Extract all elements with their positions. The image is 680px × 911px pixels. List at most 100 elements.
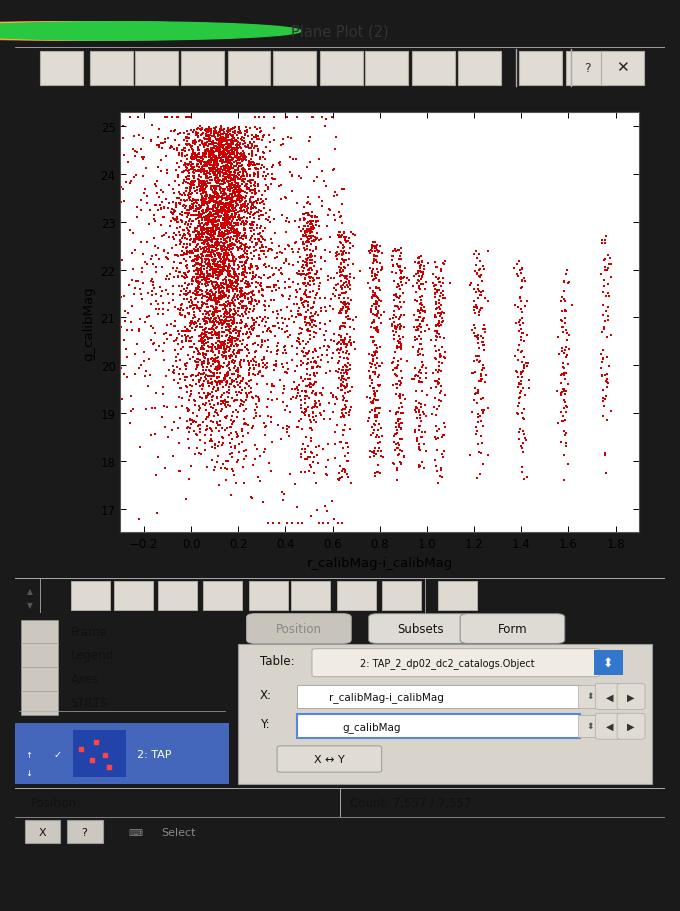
Point	[430, 279, 441, 293]
Point	[299, 272, 310, 287]
Point	[233, 234, 244, 249]
Point	[164, 363, 175, 377]
Point	[280, 254, 291, 269]
Point	[177, 216, 188, 230]
Point	[220, 254, 231, 269]
Point	[220, 313, 231, 328]
Point	[388, 435, 399, 449]
Point	[560, 372, 571, 386]
Point	[291, 334, 302, 349]
Point	[185, 156, 196, 170]
Point	[218, 145, 228, 159]
Point	[199, 179, 210, 193]
Point	[277, 422, 288, 436]
Point	[181, 493, 192, 507]
Point	[184, 225, 195, 240]
Point	[233, 292, 244, 307]
Point	[226, 303, 237, 318]
Point	[220, 140, 231, 155]
Point	[210, 298, 221, 312]
Point	[220, 160, 231, 175]
Point	[226, 230, 237, 245]
Point	[184, 131, 194, 146]
Point	[337, 516, 347, 530]
Point	[300, 442, 311, 456]
Point	[299, 349, 310, 363]
Point	[194, 401, 205, 415]
Point	[210, 276, 221, 291]
Text: Frame: Frame	[71, 625, 107, 638]
Point	[222, 151, 233, 166]
Point	[243, 368, 254, 383]
Point	[513, 254, 524, 269]
Point	[368, 394, 379, 409]
Point	[224, 145, 235, 159]
Point	[265, 325, 276, 340]
Point	[435, 364, 446, 379]
Point	[244, 194, 255, 209]
Point	[199, 242, 209, 257]
Point	[216, 281, 226, 296]
Point	[225, 278, 236, 292]
Point	[330, 290, 341, 304]
Point	[210, 289, 221, 303]
Point	[233, 206, 243, 220]
Point	[213, 197, 224, 211]
Point	[218, 218, 229, 232]
Point	[242, 354, 253, 369]
Point	[234, 343, 245, 358]
Point	[237, 423, 248, 437]
Point	[249, 363, 260, 377]
Point	[221, 159, 232, 173]
Point	[430, 391, 441, 405]
Point	[213, 141, 224, 156]
Point	[311, 400, 322, 415]
Point	[190, 264, 201, 279]
Point	[130, 243, 141, 258]
Point	[204, 284, 215, 299]
Point	[245, 196, 256, 210]
Point	[333, 261, 344, 275]
Point	[369, 384, 379, 399]
Point	[193, 205, 204, 220]
Point	[204, 195, 215, 210]
Point	[371, 323, 381, 338]
Point	[218, 150, 228, 165]
Point	[218, 182, 228, 197]
Point	[412, 251, 423, 266]
Point	[224, 280, 235, 294]
Point	[417, 455, 428, 469]
Point	[309, 277, 320, 292]
Point	[219, 229, 230, 243]
Point	[203, 233, 214, 248]
Point	[182, 223, 193, 238]
Point	[197, 295, 208, 310]
Point	[158, 244, 169, 259]
Point	[218, 188, 229, 202]
Point	[197, 214, 207, 229]
Point	[224, 177, 235, 191]
Point	[258, 224, 269, 239]
Point	[186, 217, 197, 231]
Point	[316, 194, 327, 209]
Point	[214, 246, 224, 261]
Point	[254, 221, 265, 236]
Point	[226, 194, 237, 209]
Point	[395, 272, 406, 287]
Point	[558, 361, 569, 375]
Point	[180, 184, 191, 199]
Point	[219, 286, 230, 301]
Point	[190, 241, 201, 255]
Point	[202, 286, 213, 301]
Point	[517, 363, 528, 378]
Point	[207, 261, 218, 275]
Point	[186, 215, 197, 230]
Point	[419, 437, 430, 452]
Point	[209, 159, 220, 173]
Point	[281, 226, 292, 241]
Point	[433, 372, 444, 386]
Point	[302, 316, 313, 331]
Point	[158, 137, 169, 151]
Point	[201, 347, 211, 362]
Point	[471, 285, 481, 300]
